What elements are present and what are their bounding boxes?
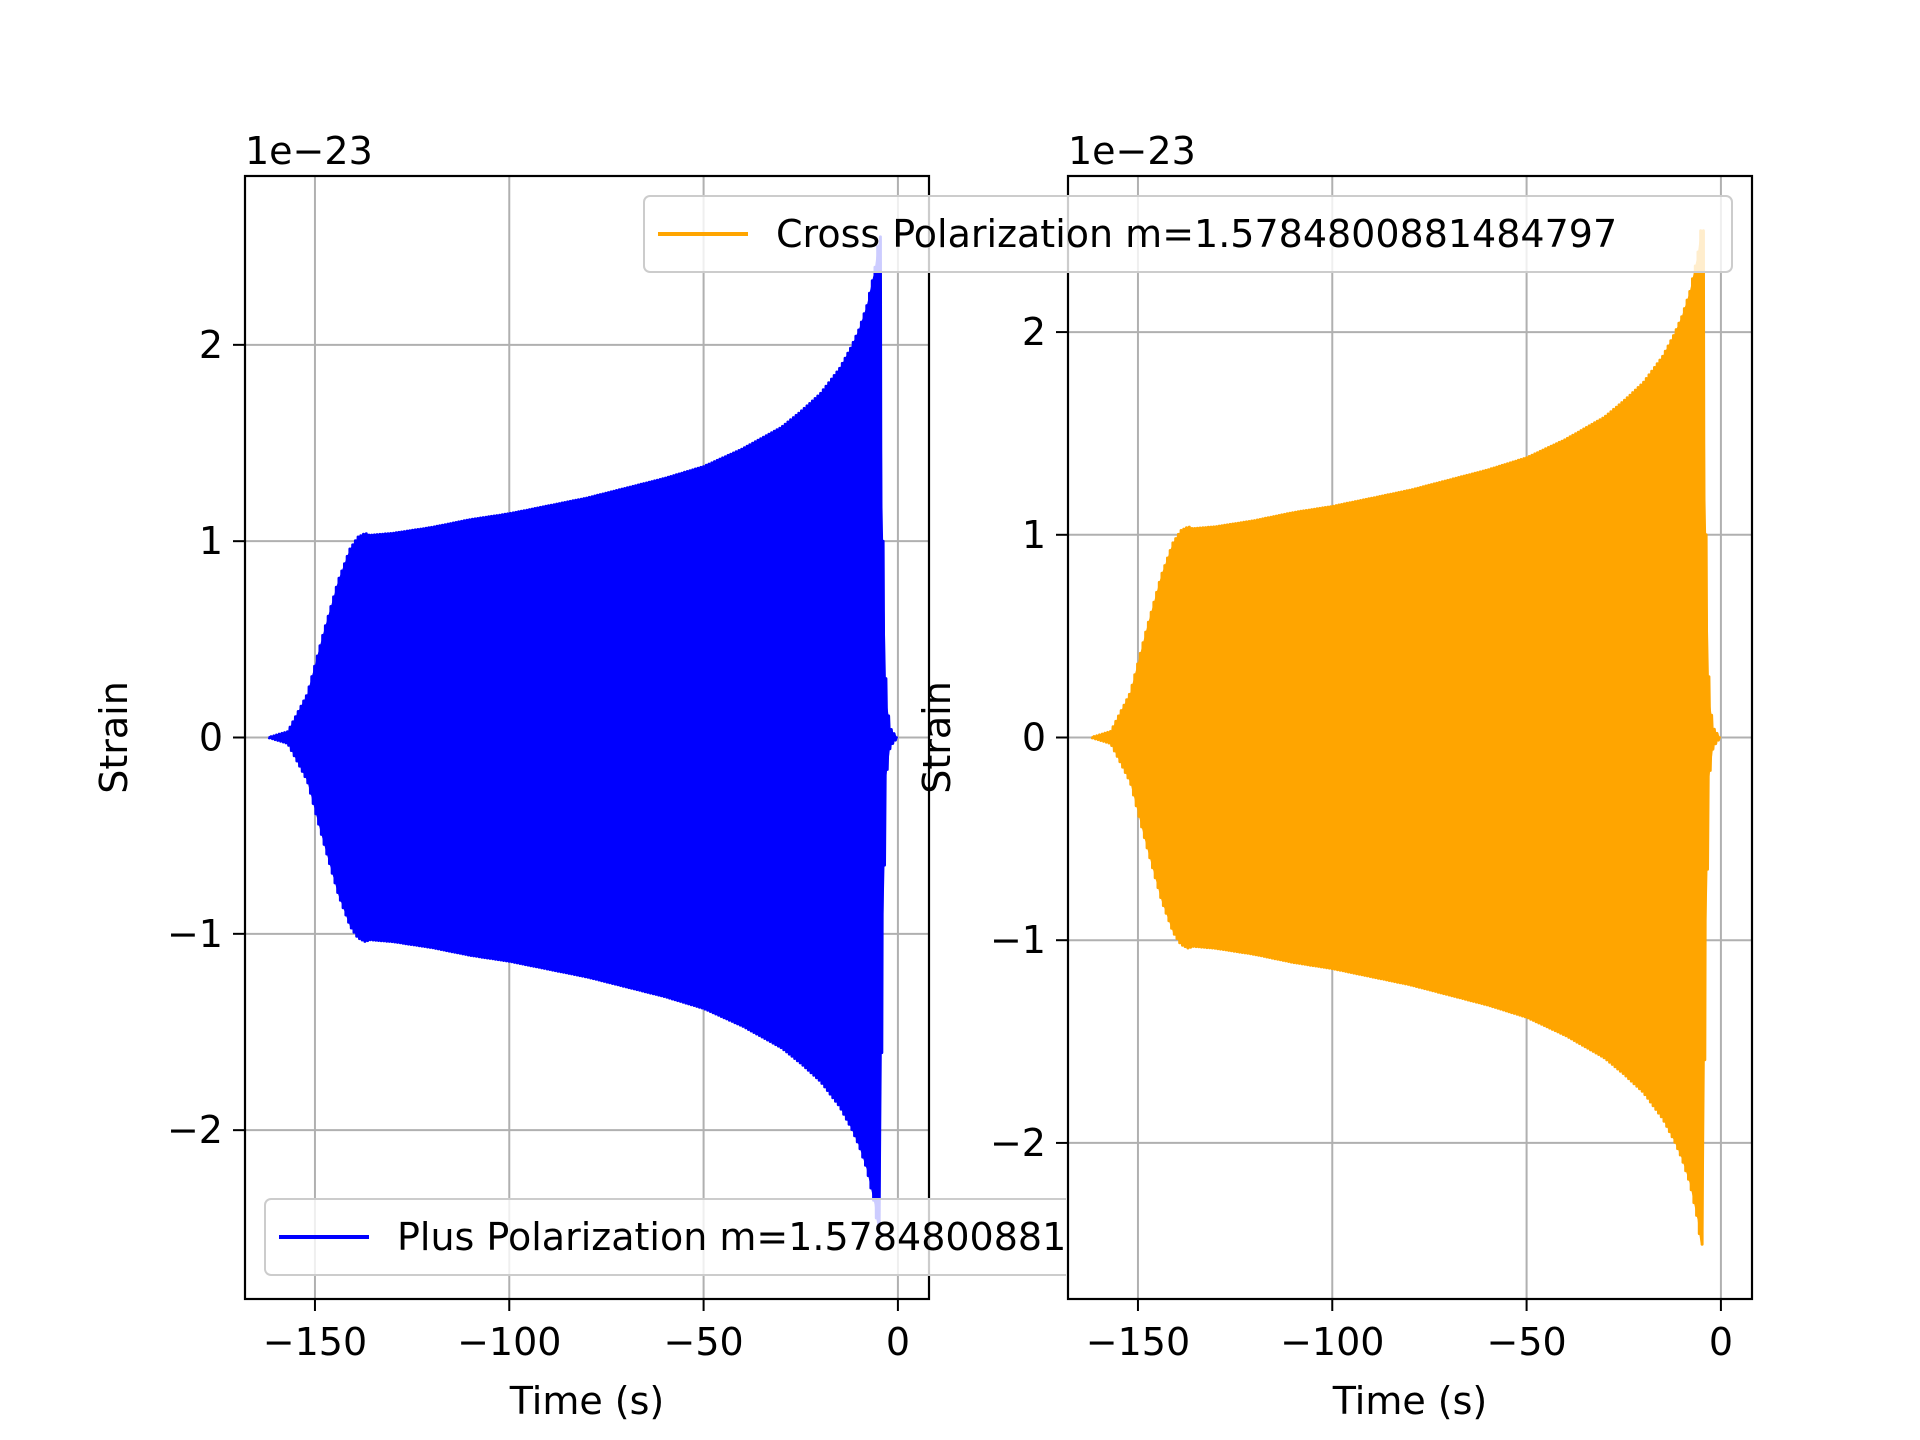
- x-tick-label: −100: [457, 1320, 561, 1364]
- x-tick-label: 0: [886, 1320, 910, 1364]
- x-tick-label: −50: [663, 1320, 743, 1364]
- legend-box: [264, 1198, 1066, 1276]
- series-line: [267, 235, 899, 1235]
- chart-panel-left: −150 −100 −50 0 −2 −1 0 1 2 1e−23 Time (s) Strain: [92, 129, 931, 1423]
- x-tick-label: −50: [1486, 1320, 1566, 1364]
- x-axis-label: Time (s): [509, 1379, 665, 1423]
- y-tick-label: 2: [1022, 310, 1046, 354]
- x-tick-label: −150: [1086, 1320, 1190, 1364]
- y-offset-text: 1e−23: [245, 129, 373, 173]
- legend-box: [643, 195, 1733, 273]
- y-tick-label: 0: [1022, 716, 1046, 760]
- legend-right: Cross Polarization m=1.5784800881484797: [643, 195, 1733, 273]
- y-tick-label: 1: [199, 519, 223, 563]
- legend-left: Plus Polarization m=1.5784800881484797: [264, 1198, 1211, 1276]
- y-axis-label: Strain: [915, 681, 959, 794]
- y-tick-label: −1: [990, 918, 1046, 962]
- y-tick-label: −2: [990, 1121, 1046, 1165]
- x-tick-label: −150: [263, 1320, 367, 1364]
- y-tick-label: −2: [167, 1108, 223, 1152]
- y-axis-label: Strain: [92, 681, 136, 794]
- x-axis-label: Time (s): [1332, 1379, 1488, 1423]
- y-offset-text: 1e−23: [1068, 129, 1196, 173]
- y-tick-label: 2: [199, 323, 223, 367]
- legend-label: Cross Polarization m=1.5784800881484797: [776, 212, 1617, 256]
- series-line: [1090, 229, 1722, 1246]
- y-tick-label: 1: [1022, 513, 1046, 557]
- y-tick-label: −1: [167, 912, 223, 956]
- chart-panel-right: −150 −100 −50 0 −2 −1 0 1 2 1e−23 Time (s) Strain: [915, 129, 1754, 1423]
- x-tick-label: 0: [1709, 1320, 1733, 1364]
- y-tick-label: 0: [199, 716, 223, 760]
- x-tick-label: −100: [1280, 1320, 1384, 1364]
- legend-label: Plus Polarization m=1.5784800881484797: [397, 1215, 1211, 1259]
